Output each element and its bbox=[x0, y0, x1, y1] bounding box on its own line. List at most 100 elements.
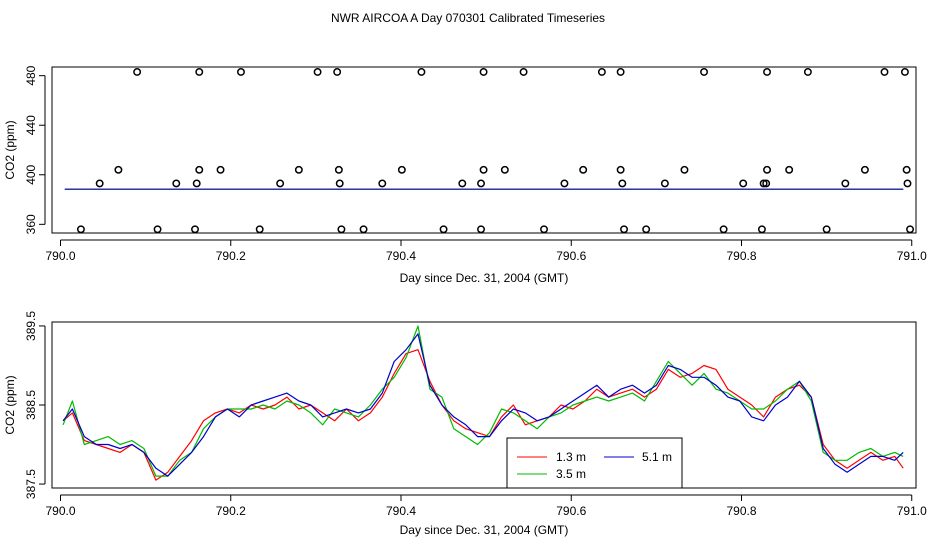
y-tick-label: 360 bbox=[24, 214, 38, 234]
bottom-x-axis: 790.0 790.2 790.4 790.6 790.8 791.0 bbox=[45, 494, 927, 518]
calibration-point bbox=[785, 165, 794, 174]
calibration-point bbox=[620, 225, 628, 234]
calibration-point bbox=[902, 165, 911, 174]
calibration-point bbox=[680, 165, 689, 174]
x-tick-label: 790.2 bbox=[216, 249, 246, 263]
calibration-point bbox=[822, 225, 831, 234]
calibration-point bbox=[880, 68, 889, 76]
calibration-point bbox=[579, 165, 588, 174]
calibration-point bbox=[334, 165, 343, 174]
calibration-point bbox=[763, 68, 771, 76]
calibration-point bbox=[195, 68, 204, 76]
x-tick-label: 790.4 bbox=[386, 249, 416, 263]
y-tick-label: 387.5 bbox=[24, 469, 38, 499]
y-tick-label: 440 bbox=[24, 115, 38, 135]
calibration-point bbox=[172, 179, 181, 188]
calibration-point bbox=[479, 165, 488, 174]
calibration-point bbox=[477, 179, 485, 188]
x-tick-label: 791.0 bbox=[897, 504, 927, 518]
x-tick-label: 790.8 bbox=[726, 249, 756, 263]
calibration-point bbox=[191, 225, 199, 234]
calibration-point bbox=[313, 68, 322, 76]
x-tick-label: 790.6 bbox=[556, 504, 586, 518]
calibration-point bbox=[860, 165, 869, 174]
x-tick-label: 790.8 bbox=[726, 504, 756, 518]
calibration-point bbox=[757, 225, 766, 234]
calibration-point bbox=[76, 225, 85, 234]
y-tick-label: 400 bbox=[24, 164, 38, 184]
top-x-axis-label: Day since Dec. 31, 2004 (GMT) bbox=[400, 271, 569, 285]
calibration-point bbox=[759, 179, 768, 188]
bottom-y-axis: 387.5 388.5 389.5 bbox=[24, 311, 46, 499]
bottom-panel: 790.0 790.2 790.4 790.6 790.8 791.0 387.5 388.… bbox=[3, 311, 927, 537]
legend-label-1-3m: 1.3 m bbox=[556, 450, 586, 464]
x-tick-label: 790.4 bbox=[386, 504, 416, 518]
calibration-point bbox=[114, 165, 123, 174]
calibration-point bbox=[642, 225, 651, 234]
calibration-point bbox=[458, 179, 467, 188]
calibration-point bbox=[192, 179, 201, 188]
top-panel: 790.0 790.2 790.4 790.6 790.8 791.0 360 400 440… bbox=[3, 65, 927, 285]
calibration-point bbox=[95, 179, 104, 188]
y-tick-label: 389.5 bbox=[24, 311, 38, 341]
top-plot-frame bbox=[51, 66, 917, 234]
x-tick-label: 791.0 bbox=[897, 249, 927, 263]
x-tick-label: 790.0 bbox=[45, 249, 75, 263]
calibration-point bbox=[195, 165, 204, 174]
bottom-plot-frame bbox=[51, 321, 917, 489]
y-tick-label: 480 bbox=[24, 65, 38, 85]
calibration-point bbox=[500, 165, 509, 174]
legend-label-5-1m: 5.1 m bbox=[642, 450, 672, 464]
calibration-point bbox=[397, 165, 406, 174]
top-calibration-points bbox=[76, 68, 914, 234]
calibration-point bbox=[417, 68, 426, 76]
calibration-point bbox=[719, 225, 728, 234]
calibration-point bbox=[906, 225, 914, 234]
bottom-series-lines bbox=[62, 325, 904, 481]
calibration-point bbox=[294, 165, 303, 174]
legend-label-3-5m: 3.5 m bbox=[556, 467, 586, 481]
calibration-point bbox=[519, 68, 528, 76]
calibration-point bbox=[276, 179, 285, 188]
calibration-point bbox=[700, 68, 708, 76]
calibration-point bbox=[335, 179, 344, 188]
calibration-point bbox=[616, 165, 625, 174]
calibration-point bbox=[597, 68, 606, 76]
series-line-5-1-m bbox=[62, 333, 904, 477]
calibration-point bbox=[216, 165, 225, 174]
calibration-point bbox=[560, 179, 569, 188]
bottom-x-axis-label: Day since Dec. 31, 2004 (GMT) bbox=[400, 523, 569, 537]
top-y-axis: 360 400 440 480 bbox=[24, 65, 46, 234]
chart-title: NWR AIRCOA A Day 070301 Calibrated Times… bbox=[331, 11, 605, 25]
calibration-point bbox=[333, 68, 342, 76]
calibration-point bbox=[359, 225, 368, 234]
bottom-y-axis-label: CO2 (ppm) bbox=[3, 375, 17, 434]
y-tick-label: 388.5 bbox=[24, 390, 38, 420]
top-y-axis-label: CO2 (ppm) bbox=[3, 120, 17, 179]
legend-box bbox=[506, 437, 683, 489]
calibration-point bbox=[237, 68, 245, 76]
calibration-point bbox=[803, 68, 812, 76]
calibration-point bbox=[841, 179, 850, 188]
calibration-point bbox=[763, 165, 771, 174]
calibration-point bbox=[337, 225, 346, 234]
calibration-point bbox=[660, 179, 669, 188]
calibration-point bbox=[255, 225, 264, 234]
calibration-point bbox=[900, 68, 909, 76]
legend: 1.3 m 3.5 m 5.1 m bbox=[506, 437, 683, 489]
x-tick-label: 790.2 bbox=[216, 504, 246, 518]
top-x-axis: 790.0 790.2 790.4 790.6 790.8 791.0 bbox=[45, 239, 927, 263]
calibration-point bbox=[378, 179, 387, 188]
x-tick-label: 790.0 bbox=[45, 504, 75, 518]
calibration-point bbox=[439, 225, 448, 234]
calibration-point bbox=[762, 179, 771, 188]
calibration-point bbox=[479, 68, 488, 76]
x-tick-label: 790.6 bbox=[556, 249, 586, 263]
calibration-point bbox=[153, 225, 162, 234]
calibration-point bbox=[739, 179, 748, 188]
calibration-point bbox=[903, 179, 912, 188]
series-line-3-5-m bbox=[62, 325, 904, 477]
calibration-point bbox=[133, 68, 142, 76]
series-line-1-3-m bbox=[62, 349, 904, 481]
